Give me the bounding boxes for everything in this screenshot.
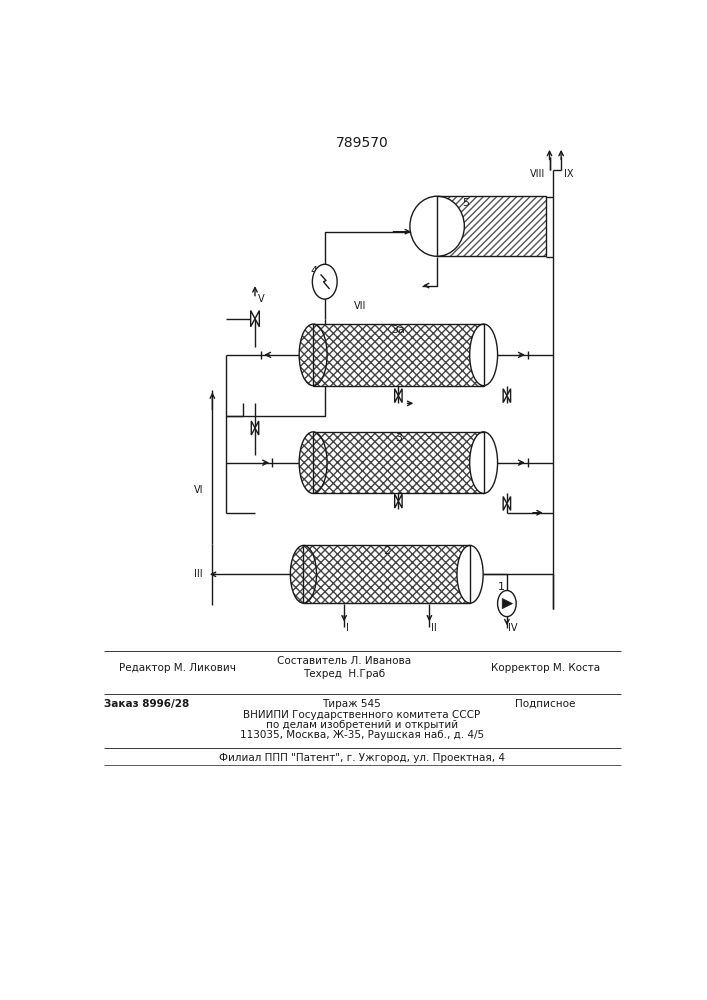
Polygon shape [507,497,510,510]
Text: V: V [258,294,264,304]
Polygon shape [398,494,402,508]
Bar [303,545,470,603]
Bar [313,324,484,386]
Bar [437,196,546,256]
Bar [313,432,484,493]
Text: Тираж 545: Тираж 545 [322,699,381,709]
Text: 2: 2 [383,546,390,556]
Text: по делам изобретений и открытий: по делам изобретений и открытий [266,720,458,730]
Polygon shape [398,389,402,403]
Polygon shape [251,421,255,435]
Text: VI: VI [194,485,203,495]
Polygon shape [503,389,507,403]
Text: VIII: VIII [530,169,546,179]
Ellipse shape [469,324,498,386]
Text: IX: IX [564,169,573,179]
Text: 1: 1 [498,582,505,592]
Text: Подписное: Подписное [515,699,575,709]
Polygon shape [503,497,507,510]
Text: 3: 3 [395,433,402,443]
Text: Корректор М. Коста: Корректор М. Коста [491,663,600,673]
Polygon shape [502,598,513,609]
Bar [313,432,484,493]
Text: Заказ 8996/28: Заказ 8996/28 [104,699,189,709]
Text: 3a: 3a [392,325,405,335]
Ellipse shape [299,324,327,386]
Bar [437,196,546,256]
Bar [303,545,470,603]
Text: Техред  Н.Граб: Техред Н.Граб [303,669,385,679]
Text: Редактор М. Ликович: Редактор М. Ликович [119,663,236,673]
Ellipse shape [469,432,498,493]
Text: ВНИИПИ Государственного комитета СССР: ВНИИПИ Государственного комитета СССР [243,710,481,720]
Bar [313,324,484,386]
Ellipse shape [299,432,327,493]
Text: II: II [431,623,437,633]
Polygon shape [251,311,255,327]
Text: 4: 4 [311,266,318,276]
Text: III: III [194,569,203,579]
Text: Филиал ППП "Патент", г. Ужгород, ул. Проектная, 4: Филиал ППП "Патент", г. Ужгород, ул. Про… [219,753,505,763]
Text: Составитель Л. Иванова: Составитель Л. Иванова [277,656,411,666]
Bar [303,545,470,603]
Ellipse shape [410,196,464,256]
Polygon shape [395,389,398,403]
Ellipse shape [291,545,317,603]
Text: VII: VII [354,301,366,311]
Text: I: I [346,623,349,633]
Polygon shape [395,494,398,508]
Polygon shape [255,421,259,435]
Bar [437,196,546,256]
Bar [313,432,484,493]
Text: 5: 5 [462,198,469,208]
Text: IV: IV [508,623,518,633]
Text: 789570: 789570 [336,136,388,150]
Polygon shape [255,311,259,327]
Circle shape [498,590,516,617]
Ellipse shape [457,545,483,603]
Text: 113035, Москва, Ж-35, Раушская наб., д. 4/5: 113035, Москва, Ж-35, Раушская наб., д. … [240,730,484,740]
Circle shape [312,264,337,299]
Polygon shape [507,389,510,403]
Bar [313,324,484,386]
